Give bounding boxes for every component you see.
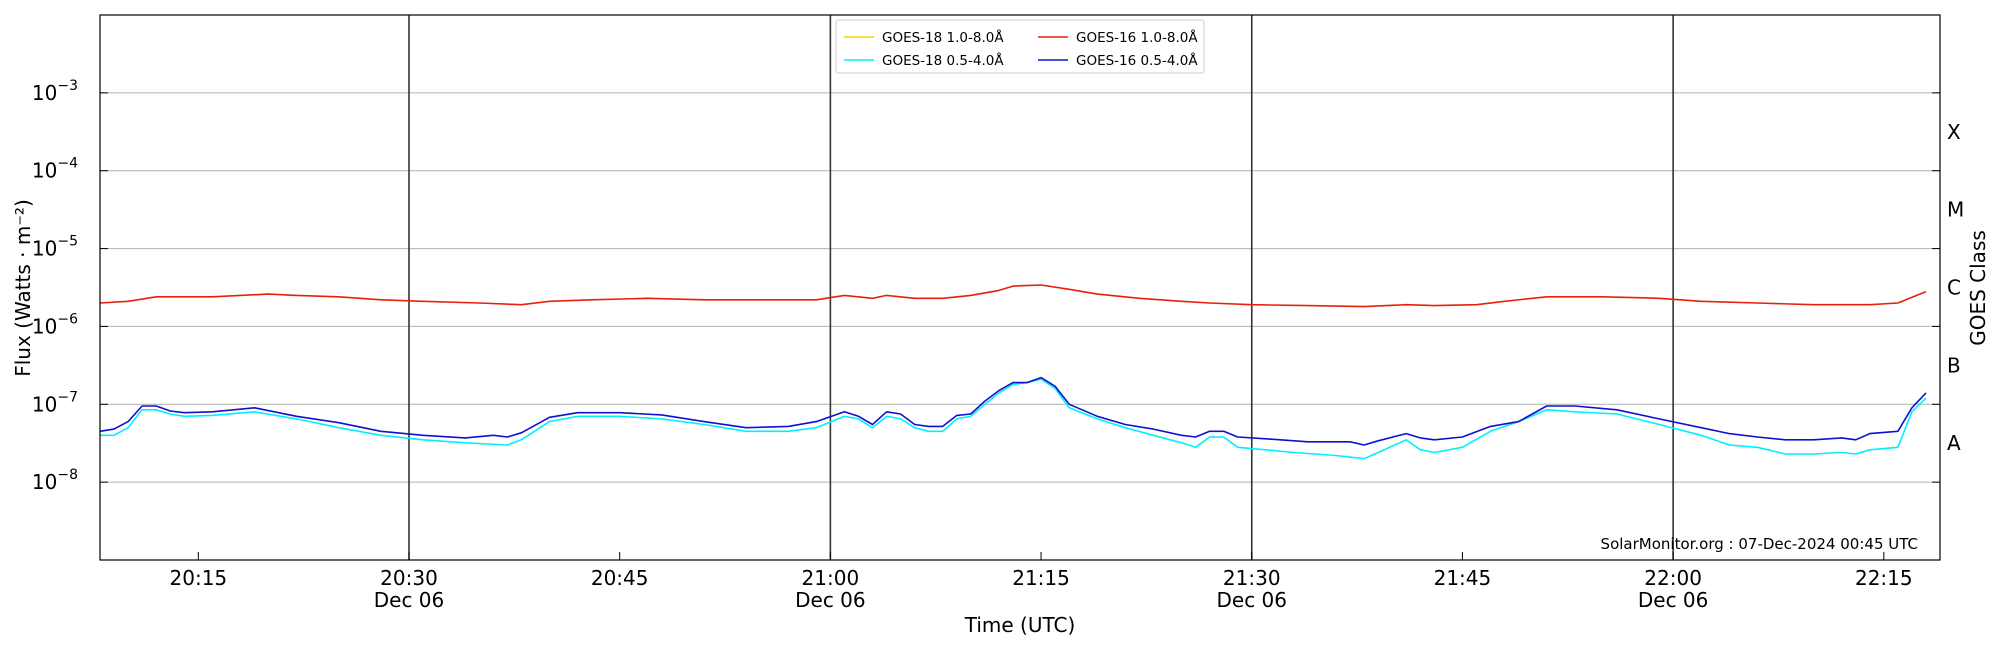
y-tick-label: 10−4: [32, 156, 78, 183]
x-tick-date: Dec 06: [795, 588, 866, 612]
y-tick-exponent: −3: [57, 78, 78, 94]
x-tick-label: 21:45: [1434, 566, 1492, 590]
y-tick-exponent: −6: [57, 311, 78, 327]
legend-label: GOES-18 1.0-8.0Å: [882, 29, 1004, 46]
x-tick-label: 22:15: [1855, 566, 1913, 590]
y-tick-label: 10−3: [32, 78, 78, 105]
x-tick-date: Dec 06: [1638, 588, 1709, 612]
series-line-goes-16-1-0-8-0: [99, 284, 1927, 308]
right-axis-title: GOES Class: [1966, 230, 1990, 346]
series-line-goes-16-0-5-4-0: [99, 376, 1927, 446]
y-tick-label: 10−7: [32, 389, 78, 416]
series-line-goes-18-0-5-4-0: [100, 378, 1927, 460]
y-tick-base: 10: [32, 470, 57, 494]
y-tick-exponent: −5: [57, 234, 78, 250]
x-tick-label: 20:30: [380, 566, 438, 590]
y-tick-base: 10: [32, 314, 57, 338]
x-tick-label: 21:15: [1012, 566, 1070, 590]
goes-class-m: M: [1947, 198, 1964, 222]
series-layer: [99, 284, 1927, 460]
y-tick-base: 10: [32, 81, 57, 105]
goes-class-c: C: [1947, 276, 1961, 300]
goes-class-labels: X M C B A: [1947, 120, 1964, 455]
y-tick-base: 10: [32, 159, 57, 183]
y-tick-exponent: −8: [57, 467, 78, 483]
y-tick-label: 10−6: [32, 311, 78, 338]
legend-box: [835, 19, 1205, 74]
goes-class-x: X: [1947, 120, 1961, 144]
goes-class-a: A: [1947, 431, 1961, 455]
legend-label: GOES-16 1.0-8.0Å: [1076, 29, 1198, 46]
x-tick-label: 20:45: [591, 566, 649, 590]
x-tick-label: 21:30: [1223, 566, 1281, 590]
legend-label: GOES-18 0.5-4.0Å: [882, 52, 1004, 69]
y-tick-base: 10: [32, 392, 57, 416]
y-axis-title: Flux (Watts · m⁻²): [11, 199, 35, 377]
legend-label: GOES-16 0.5-4.0Å: [1076, 52, 1198, 69]
y-tick-exponent: −4: [57, 156, 78, 172]
legend: GOES-18 1.0-8.0Å GOES-18 0.5-4.0Å GOES-16 …: [835, 19, 1205, 74]
legend-items: GOES-18 1.0-8.0Å GOES-18 0.5-4.0Å GOES-16 …: [844, 29, 1198, 69]
x-tick-label: 21:00: [802, 566, 860, 590]
x-tick-label: 20:15: [170, 566, 228, 590]
plot-frame: [99, 14, 1941, 561]
x-axis-title: Time (UTC): [964, 613, 1076, 637]
goes-class-b: B: [1947, 353, 1961, 377]
vertical-lines-layer: [408, 15, 1674, 560]
grid-layer: [100, 92, 1940, 483]
x-tick-label: 22:00: [1644, 566, 1702, 590]
y-tick-base: 10: [32, 237, 57, 261]
y-tick-exponent: −7: [57, 389, 78, 405]
credit-text: SolarMonitor.org : 07-Dec-2024 00:45 UTC: [1601, 535, 1918, 553]
x-tick-date: Dec 06: [1216, 588, 1287, 612]
x-tick-date: Dec 06: [374, 588, 445, 612]
y-tick-label: 10−8: [32, 467, 78, 494]
y-tick-label: 10−5: [32, 234, 78, 261]
